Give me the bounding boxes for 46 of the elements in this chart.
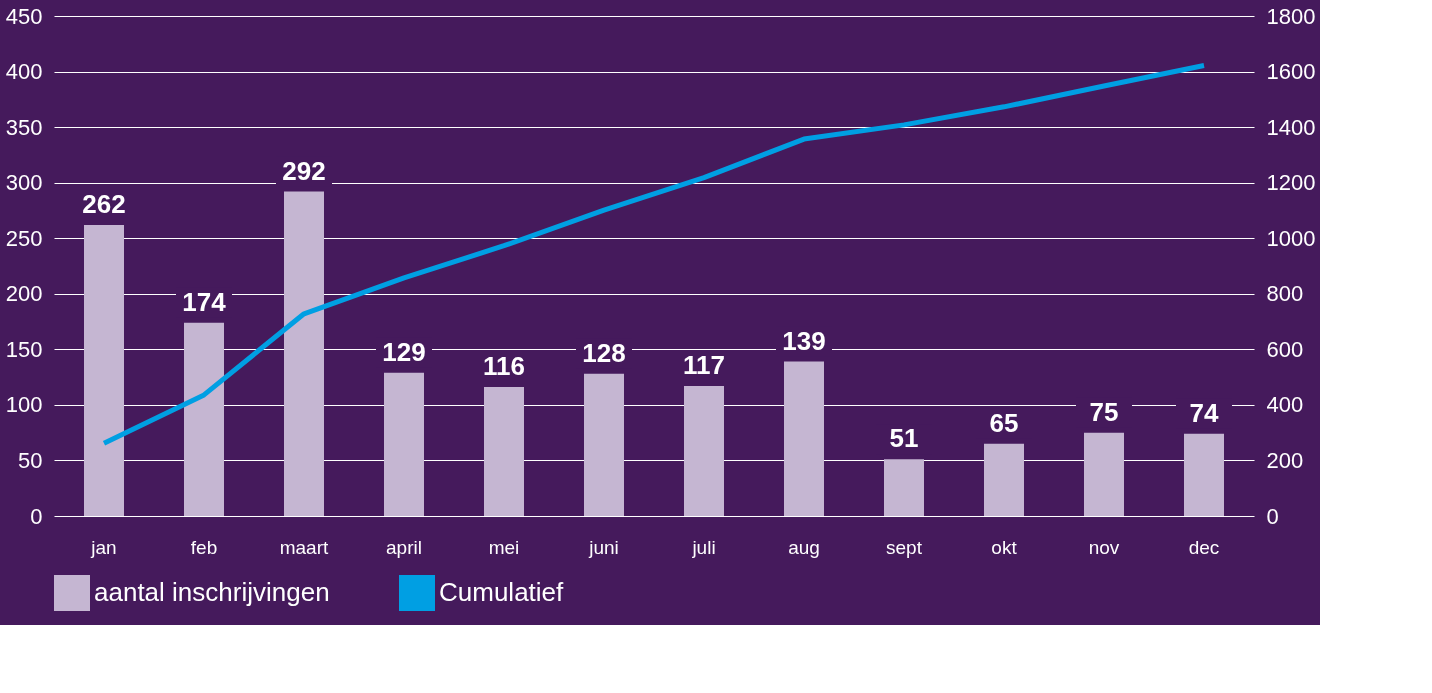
y2-tick-label: 1800: [1266, 3, 1316, 29]
data-label: 65: [989, 407, 1019, 438]
data-label: 262: [82, 188, 126, 219]
y2-tick-label: 400: [1266, 392, 1304, 418]
x-tick-label: maart: [279, 536, 329, 558]
x-tick-label: okt: [991, 536, 1018, 558]
x-tick-label: nov: [1088, 536, 1120, 558]
x-tick-label: april: [386, 536, 422, 558]
y2-tick-label: 600: [1266, 336, 1304, 362]
data-label: 174: [182, 286, 227, 317]
x-tick-label: jan: [90, 536, 117, 558]
data-label: 139: [782, 325, 826, 356]
y2-tick-label: 0: [1266, 503, 1279, 529]
x-tick-label: juni: [588, 536, 619, 558]
y2-tick-label: 800: [1266, 281, 1304, 307]
data-label: 292: [282, 155, 326, 186]
data-label: 128: [582, 337, 626, 368]
y-tick-label: 200: [5, 281, 43, 307]
y-tick-label: 100: [5, 392, 43, 418]
y-tick-label: 300: [5, 170, 43, 196]
y2-tick-label: 1200: [1266, 170, 1316, 196]
x-tick-label: mei: [488, 536, 520, 558]
data-label: 75: [1089, 396, 1119, 427]
data-label: 129: [382, 336, 426, 367]
y2-tick-label: 200: [1266, 447, 1304, 473]
data-label: 51: [889, 423, 919, 454]
y-tick-label: 250: [5, 225, 43, 251]
legend-label: Cumulatief: [439, 577, 565, 607]
x-tick-label: dec: [1188, 536, 1220, 558]
y2-tick-label: 1400: [1266, 114, 1316, 140]
legend-label: aantal inschrijvingen: [94, 577, 330, 607]
y-tick-label: 150: [5, 336, 43, 362]
y-tick-label: 50: [18, 447, 43, 473]
y-tick-label: 400: [5, 59, 43, 85]
data-label: 116: [483, 351, 525, 382]
x-tick-label: feb: [190, 536, 218, 558]
y-tick-label: 0: [30, 503, 43, 529]
y2-tick-label: 1000: [1266, 225, 1316, 251]
data-label: 74: [1189, 397, 1219, 428]
y-tick-label: 350: [5, 114, 43, 140]
x-tick-label: juli: [691, 536, 716, 558]
x-tick-label: sept: [886, 536, 923, 558]
data-label: 117: [683, 350, 725, 380]
x-tick-label: aug: [788, 536, 820, 558]
y2-tick-label: 1600: [1266, 59, 1316, 85]
y-tick-label: 450: [5, 3, 43, 29]
